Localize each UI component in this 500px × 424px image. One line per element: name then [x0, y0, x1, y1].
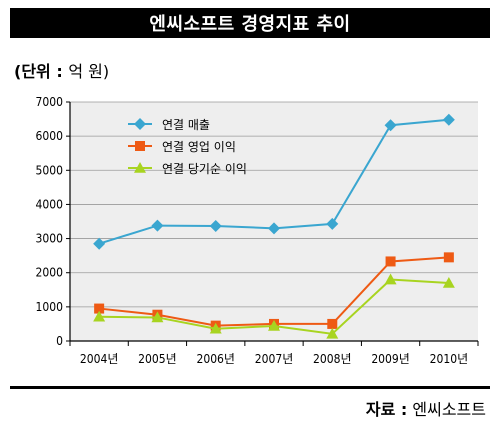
x-tick-label: 2008년	[313, 352, 352, 366]
data-point	[384, 273, 397, 285]
x-tick-label: 2004년	[80, 352, 119, 366]
data-point	[326, 327, 339, 339]
data-point	[93, 310, 106, 322]
legend-marker	[135, 141, 145, 151]
x-tick-label: 2010년	[430, 352, 469, 366]
unit-note: (단위 : 억 원)	[14, 58, 109, 82]
data-point	[151, 219, 164, 232]
data-point	[442, 113, 455, 126]
x-tick-label: 2005년	[138, 352, 177, 366]
y-tick-label: 2000	[36, 266, 64, 280]
y-tick-label: 6000	[36, 129, 64, 143]
legend-label: 연결 매출	[162, 118, 210, 132]
data-point	[209, 322, 222, 334]
data-point	[268, 222, 280, 235]
bottom-rule	[10, 386, 490, 389]
y-tick-label: 0	[56, 334, 63, 348]
data-point	[442, 276, 455, 288]
x-tick-label: 2007년	[255, 352, 294, 366]
data-point	[327, 318, 338, 329]
source-label: 자료 :	[365, 400, 408, 419]
data-point	[443, 252, 454, 263]
data-point	[268, 319, 280, 331]
legend-marker	[134, 118, 146, 130]
unit-value: 억 원)	[68, 62, 110, 81]
source-note: 자료 : 엔씨소프트	[366, 396, 486, 420]
y-tick-label: 7000	[36, 95, 64, 109]
data-point	[151, 311, 164, 323]
data-point	[93, 237, 106, 250]
data-point	[384, 119, 397, 132]
x-tick-label: 2009년	[371, 352, 410, 366]
x-tick-label: 2006년	[196, 352, 235, 366]
legend-label: 연결 영업 이익	[162, 140, 236, 154]
y-tick-label: 1000	[36, 300, 64, 314]
chart-title: 엔씨소프트 경영지표 추이	[149, 14, 351, 35]
legend-marker	[134, 162, 146, 173]
plot-area	[70, 102, 478, 341]
data-point	[385, 256, 396, 267]
y-tick-label: 4000	[36, 197, 64, 211]
y-tick-label: 3000	[36, 232, 64, 246]
data-point	[94, 303, 105, 314]
data-point	[209, 219, 222, 232]
unit-label: (단위 :	[14, 62, 63, 81]
y-tick-label: 5000	[36, 163, 64, 177]
chart-title-bar: 엔씨소프트 경영지표 추이	[10, 8, 490, 38]
data-point	[326, 217, 339, 230]
legend-label: 연결 당기순 이익	[162, 162, 247, 176]
source-value: 엔씨소프트	[412, 400, 486, 419]
